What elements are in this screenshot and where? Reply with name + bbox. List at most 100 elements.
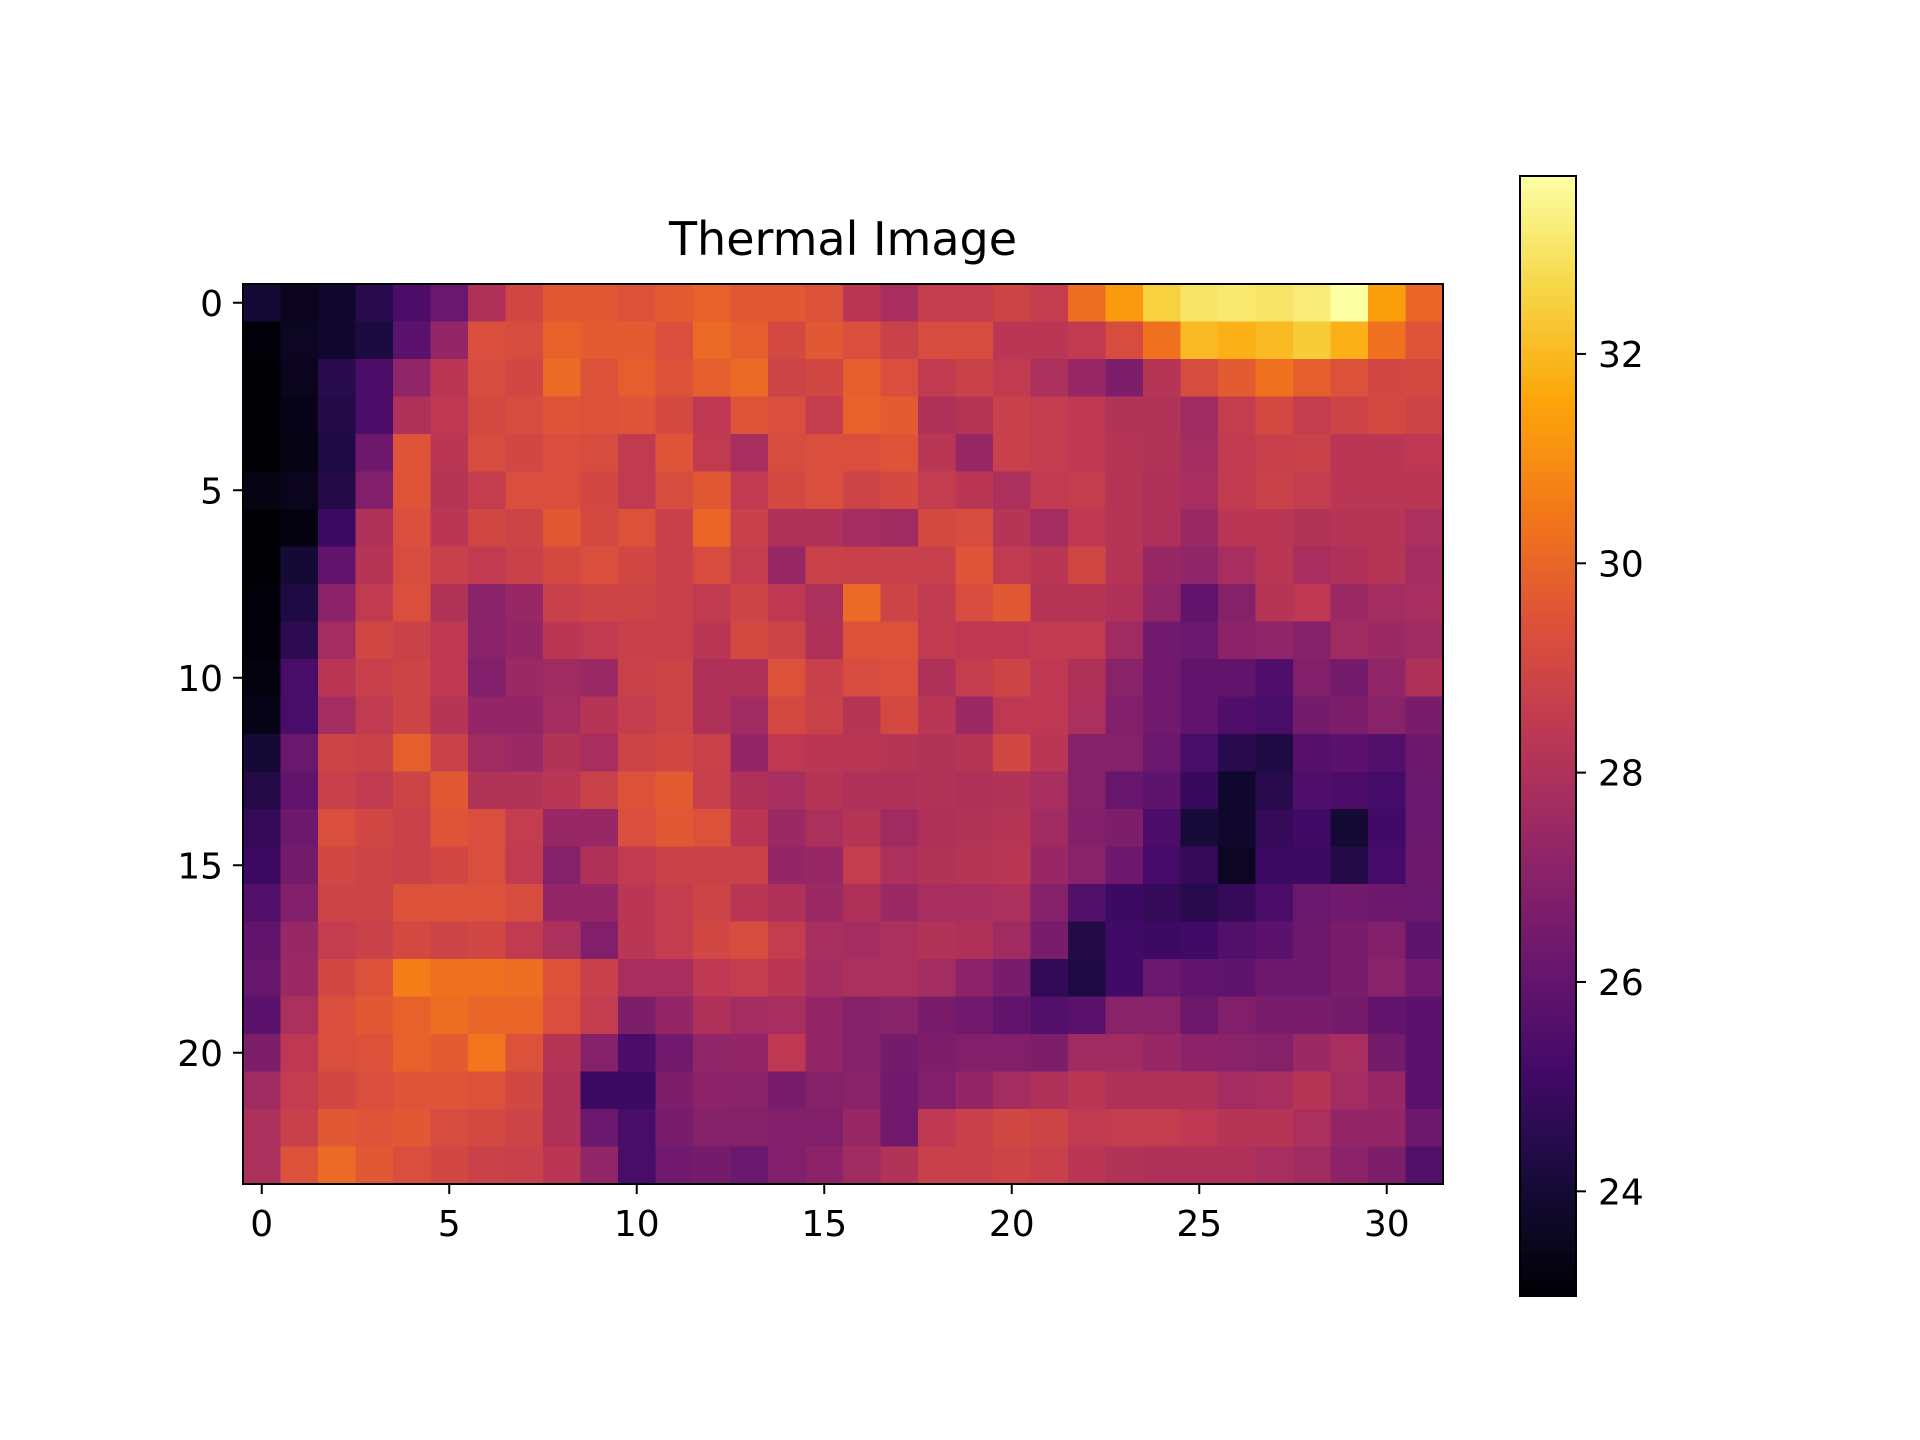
heatmap-cell [243, 884, 282, 923]
heatmap-cell [655, 509, 694, 548]
heatmap-cell [730, 734, 769, 773]
heatmap-cell [430, 621, 469, 660]
heatmap-cell [618, 921, 657, 960]
heatmap-cell [768, 1146, 807, 1185]
heatmap-cell [393, 771, 432, 810]
heatmap-cell [580, 584, 619, 623]
heatmap-cell [805, 621, 844, 660]
heatmap-cell [1293, 434, 1332, 473]
heatmap-cell [768, 659, 807, 698]
heatmap-cell [505, 846, 544, 885]
heatmap-cell [1330, 284, 1369, 323]
heatmap-cell [918, 546, 957, 585]
heatmap-cell [1405, 584, 1444, 623]
heatmap-cell [955, 846, 994, 885]
heatmap-cell [955, 321, 994, 360]
heatmap-cell [655, 734, 694, 773]
heatmap-cell [993, 359, 1032, 398]
heatmap-cell [1030, 659, 1069, 698]
heatmap-cell [318, 734, 357, 773]
heatmap-cell [1143, 846, 1182, 885]
heatmap-cell [693, 921, 732, 960]
heatmap-cell [880, 659, 919, 698]
heatmap-cell [543, 509, 582, 548]
heatmap-cell [355, 1146, 394, 1185]
heatmap-cell [1143, 284, 1182, 323]
heatmap-cell [505, 359, 544, 398]
heatmap-cell [505, 1071, 544, 1110]
heatmap-cell [1255, 884, 1294, 923]
heatmap-cell [580, 659, 619, 698]
heatmap-cell [318, 396, 357, 435]
heatmap-cell [655, 846, 694, 885]
heatmap-cell [393, 996, 432, 1035]
heatmap-cell [1218, 359, 1257, 398]
heatmap-cell [918, 884, 957, 923]
heatmap-cell [768, 509, 807, 548]
heatmap-cell [843, 996, 882, 1035]
heatmap-cell [505, 509, 544, 548]
heatmap-cell [1105, 434, 1144, 473]
heatmap-cell [843, 584, 882, 623]
heatmap-cell [505, 1109, 544, 1148]
heatmap-cell [1068, 921, 1107, 960]
heatmap-cell [655, 434, 694, 473]
heatmap-cell [1255, 1034, 1294, 1073]
heatmap-cell [730, 809, 769, 848]
heatmap-cell [355, 996, 394, 1035]
heatmap-cell [1330, 734, 1369, 773]
heatmap-cell [1368, 321, 1407, 360]
heatmap-cell [805, 809, 844, 848]
heatmap-cell [655, 621, 694, 660]
heatmap-cell [918, 396, 957, 435]
heatmap-cell [580, 1071, 619, 1110]
heatmap-cell [655, 359, 694, 398]
heatmap-cell [918, 734, 957, 773]
heatmap-cell [655, 1071, 694, 1110]
heatmap-cell [1368, 809, 1407, 848]
heatmap-cell [468, 771, 507, 810]
heatmap-cell [805, 884, 844, 923]
heatmap-cell [318, 1146, 357, 1185]
heatmap-cell [1218, 809, 1257, 848]
heatmap-cell [1143, 509, 1182, 548]
heatmap-cell [1105, 1109, 1144, 1148]
heatmap-cell [393, 1146, 432, 1185]
heatmap-cell [430, 734, 469, 773]
heatmap-cell [393, 396, 432, 435]
heatmap-cell [393, 546, 432, 585]
heatmap-cell [318, 884, 357, 923]
heatmap-cell [618, 471, 657, 510]
heatmap-cell [280, 621, 319, 660]
heatmap-cell [768, 1034, 807, 1073]
heatmap-cell [1218, 1146, 1257, 1185]
heatmap-cell [505, 434, 544, 473]
heatmap-cell [243, 321, 282, 360]
heatmap-cell [243, 771, 282, 810]
heatmap-cell [318, 1034, 357, 1073]
heatmap-cell [280, 696, 319, 735]
heatmap-cell [955, 921, 994, 960]
heatmap-cell [655, 396, 694, 435]
heatmap-cell [243, 1071, 282, 1110]
heatmap-cell [1068, 396, 1107, 435]
heatmap-cell [318, 846, 357, 885]
heatmap-cell [730, 434, 769, 473]
heatmap-cell [430, 584, 469, 623]
heatmap-cell [430, 1071, 469, 1110]
heatmap-cell [1293, 659, 1332, 698]
heatmap-cell [468, 471, 507, 510]
heatmap-cell [1143, 771, 1182, 810]
heatmap-cell [1068, 996, 1107, 1035]
heatmap-cell [1330, 809, 1369, 848]
heatmap-cell [1105, 771, 1144, 810]
heatmap-cell [580, 1034, 619, 1073]
heatmap-cell [693, 546, 732, 585]
heatmap-cell [355, 584, 394, 623]
heatmap-cell [1030, 734, 1069, 773]
heatmap-cell [993, 659, 1032, 698]
heatmap-cell [1143, 734, 1182, 773]
heatmap-cell [355, 434, 394, 473]
heatmap-cell [430, 396, 469, 435]
heatmap-cell [1105, 996, 1144, 1035]
